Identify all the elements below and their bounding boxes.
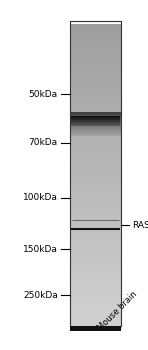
Bar bbox=[70, 326, 121, 331]
Text: 70kDa: 70kDa bbox=[29, 138, 58, 147]
Text: Mouse brain: Mouse brain bbox=[96, 289, 139, 332]
Text: 50kDa: 50kDa bbox=[29, 90, 58, 99]
Text: 100kDa: 100kDa bbox=[23, 193, 58, 202]
Text: 250kDa: 250kDa bbox=[23, 290, 58, 300]
Text: 150kDa: 150kDa bbox=[23, 245, 58, 254]
Bar bbox=[70, 21, 121, 326]
Text: RASA1: RASA1 bbox=[132, 221, 148, 230]
